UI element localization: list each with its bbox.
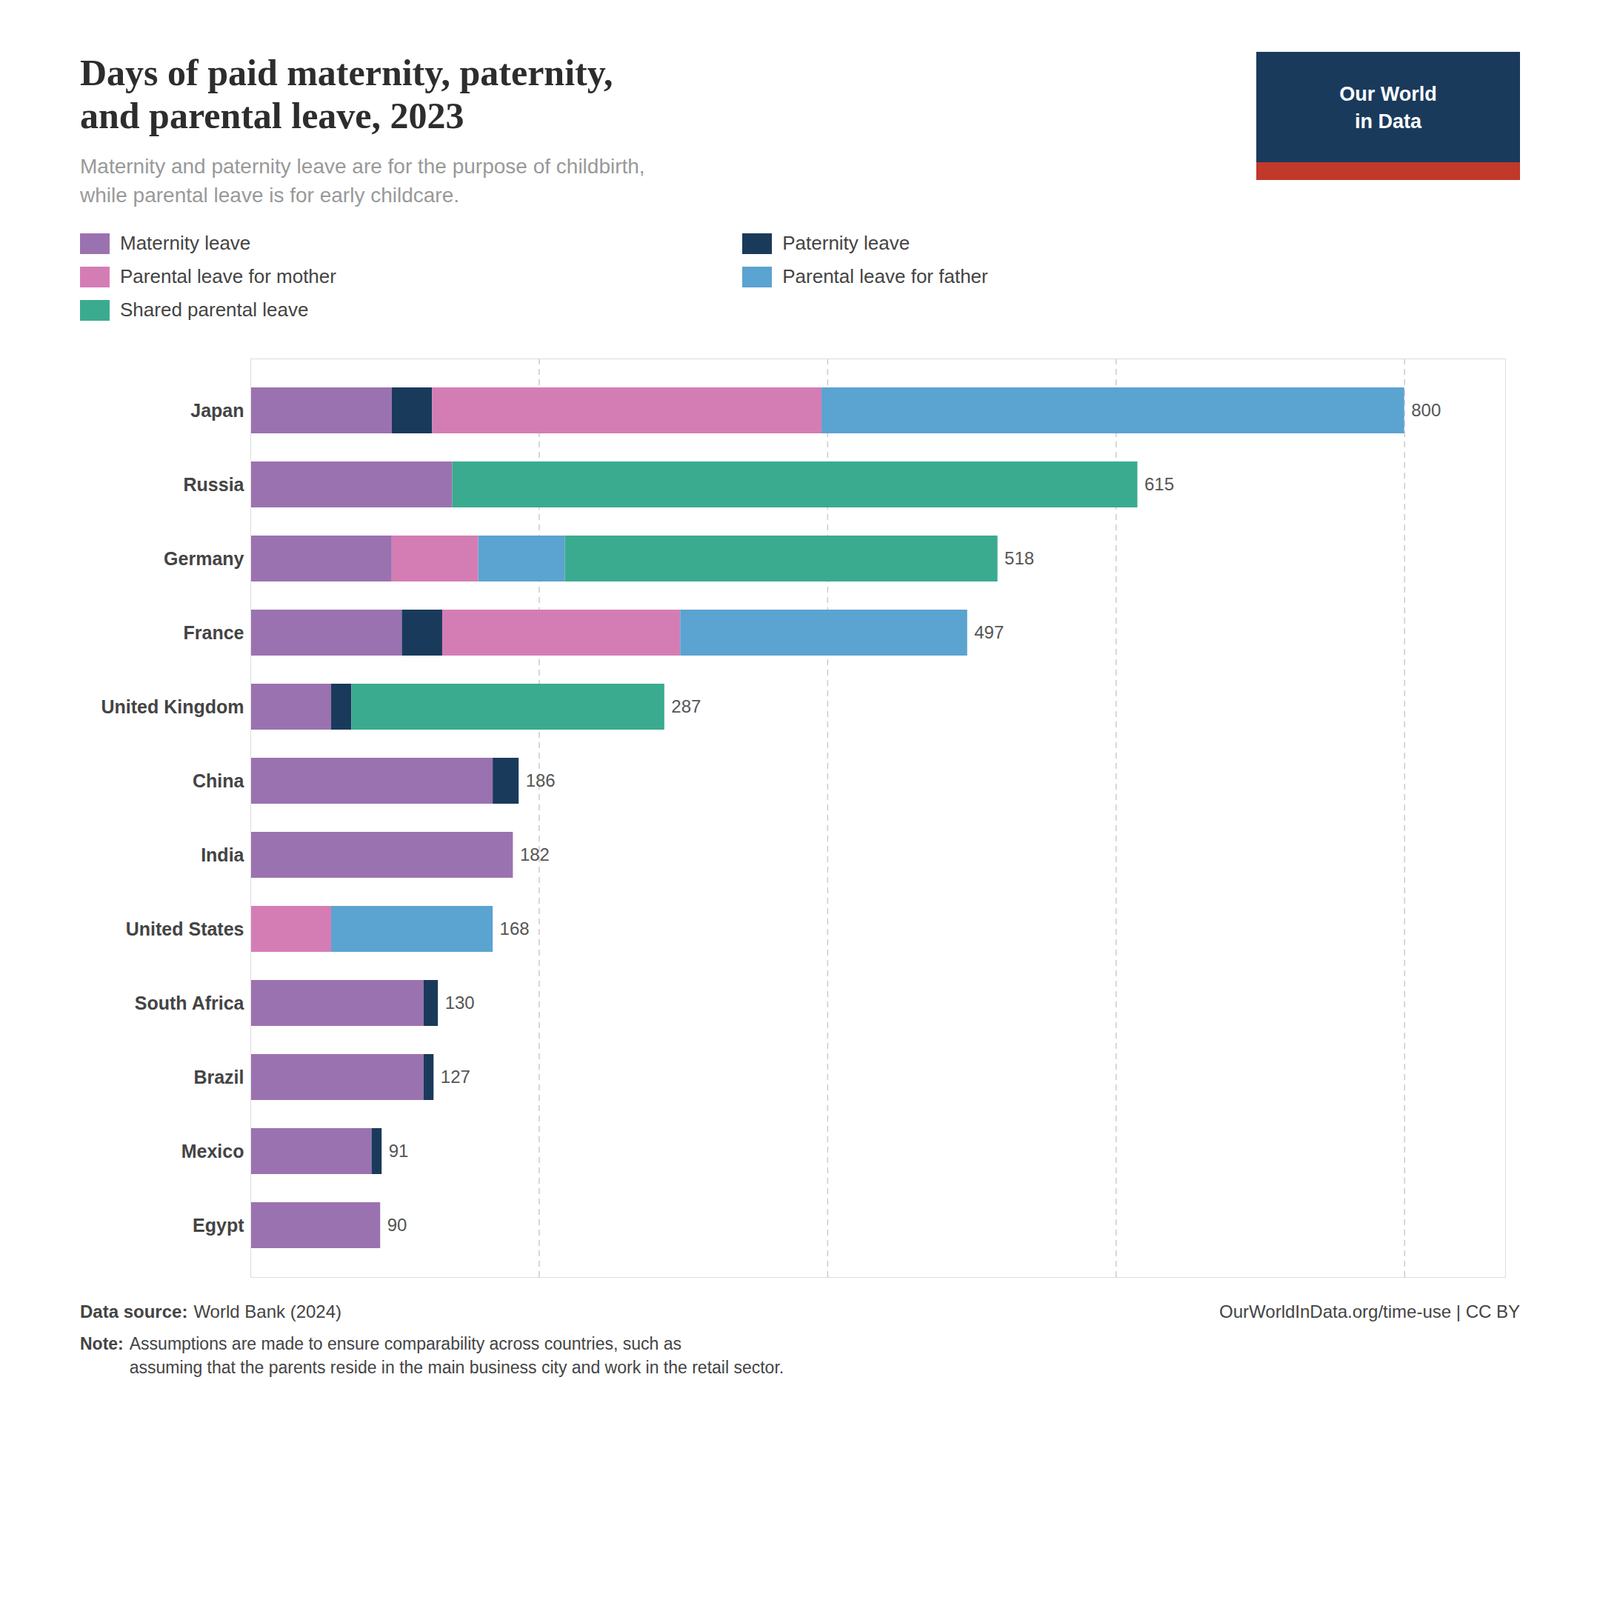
html-text:Data source: World Bank (2024): Data source: World Bank (2024) (80, 1301, 342, 1322)
html-text:Maternity leave: Maternity leave (120, 232, 251, 255)
html-text:Parental leave for father: Parental leave for father (782, 265, 988, 288)
html-text:Shared parental leave: Shared parental leave (120, 298, 309, 322)
svg-text:90: 90 (387, 1215, 408, 1236)
svg-text:India: India (200, 844, 245, 866)
svg-text:China: China (192, 770, 246, 792)
html-text:in Data: in Data (1354, 110, 1422, 133)
svg-text:91: 91 (388, 1141, 409, 1162)
html-text:OurWorldInData.org/time-use |: OurWorldInData.org/time-use | CC BY (1219, 1301, 1520, 1322)
html-text:Note: Assumptions are made to: Note: Assumptions are made to ensure com… (80, 1334, 784, 1378)
svg-text:130: 130 (445, 993, 475, 1014)
svg-text:Brazil: Brazil (193, 1066, 244, 1088)
svg-text:Mexico: Mexico (181, 1140, 245, 1162)
svg-text:Germany: Germany (163, 548, 244, 569)
svg-text:South Africa: South Africa (134, 992, 246, 1014)
svg-text:287: 287 (671, 697, 701, 718)
svg-text:497: 497 (974, 622, 1004, 643)
svg-text:127: 127 (440, 1067, 471, 1088)
svg-text:United Kingdom: United Kingdom (100, 696, 244, 718)
svg-text:800: 800 (1411, 400, 1441, 421)
html-text:Maternity and paternity leave: Maternity and paternity leave are for th… (80, 154, 645, 207)
svg-text:615: 615 (1144, 474, 1175, 495)
html-text:Parental leave for mother: Parental leave for mother (120, 265, 337, 288)
svg-text:186: 186 (525, 771, 556, 792)
html-text:Days of paid maternity, patern: Days of paid maternity, paternity, and p… (80, 51, 613, 136)
svg-text:France: France (183, 622, 245, 643)
svg-text:168: 168 (500, 919, 530, 940)
svg-text:Japan: Japan (190, 400, 244, 421)
svg-text:Egypt: Egypt (192, 1214, 245, 1236)
svg-text:Russia: Russia (183, 474, 246, 495)
html-text:Paternity leave: Paternity leave (782, 232, 910, 255)
svg-text:518: 518 (1004, 548, 1035, 569)
svg-text:United States: United States (125, 918, 245, 940)
html-text:Our World: Our World (1339, 83, 1437, 106)
svg-text:182: 182 (520, 845, 550, 866)
